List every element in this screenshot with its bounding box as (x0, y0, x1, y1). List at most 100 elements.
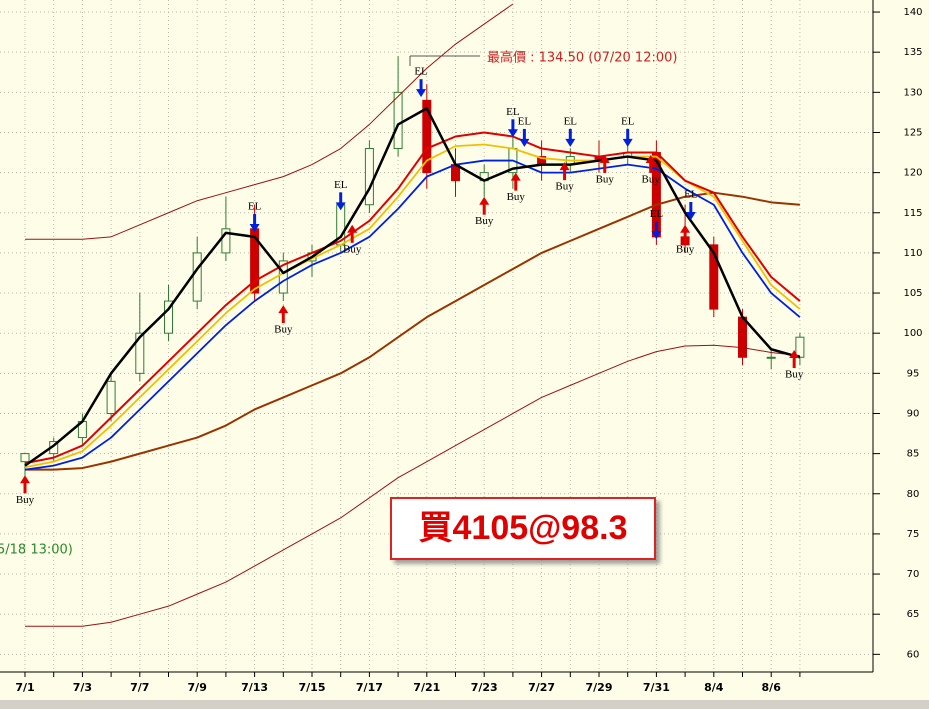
y-tick-label: 85 (907, 449, 920, 460)
indicator-line (24, 159, 801, 471)
signal-arrow (622, 128, 633, 147)
arrow-head (416, 89, 427, 98)
signal-arrow (335, 192, 346, 211)
y-tick-label: 110 (903, 248, 922, 259)
y-tick-label: 75 (907, 529, 920, 540)
candle-body (135, 332, 145, 374)
candle-body (221, 228, 231, 254)
arrow-head (510, 172, 521, 181)
x-tick-label: 7/3 (73, 681, 92, 694)
signal-arrow (347, 224, 358, 243)
y-tick-label: 125 (903, 127, 922, 138)
signal-arrow (565, 128, 576, 147)
candle-body (795, 336, 805, 358)
signal-arrow (789, 350, 800, 369)
signal-arrow (278, 305, 289, 324)
order-box (390, 497, 656, 560)
x-tick-label: 7/15 (299, 681, 326, 694)
signal-arrow (599, 154, 610, 173)
y-tick-label: 90 (907, 408, 920, 419)
y-tick-label: 100 (903, 328, 922, 339)
signal-label: EL (248, 201, 262, 213)
signal-arrow (249, 214, 260, 233)
x-tick-label: 7/17 (356, 681, 383, 694)
signal-label: Buy (596, 173, 615, 185)
x-tick-label: 7/29 (586, 681, 613, 694)
signal-label: EL (334, 179, 348, 191)
signal-label: Buy (343, 243, 362, 255)
signal-label: Buy (507, 191, 526, 203)
signal-arrow (680, 224, 691, 243)
y-tick-label: 115 (903, 208, 922, 219)
arrow-head (347, 224, 358, 233)
x-tick-label: 7/21 (413, 681, 440, 694)
low-note: 5/18 13:00) (0, 543, 73, 558)
arrow-head (249, 224, 260, 233)
signal-label: EL (414, 66, 428, 78)
candle-body (106, 380, 116, 414)
order-label: 買4105@98.3 (419, 509, 628, 547)
signal-label: EL (518, 115, 532, 127)
y-tick-label: 65 (907, 609, 920, 620)
y-tick-label: 95 (907, 368, 920, 379)
x-tick-label: 7/1 (15, 681, 34, 694)
axes: 60 65 70 75 80 85 90 95 100 105 110 115 120 125 130 135… (15, 7, 922, 694)
indicator-line (25, 3, 514, 240)
arrow-head (599, 154, 610, 163)
arrow-head (645, 154, 656, 163)
candle-body (738, 316, 747, 358)
arrow-head (685, 211, 696, 220)
signal-label: Buy (475, 215, 494, 227)
candle-body (364, 148, 374, 206)
signal-label: Buy (785, 369, 804, 381)
arrow-head (278, 305, 289, 314)
signal-arrow (479, 196, 490, 215)
x-tick-label: 7/27 (528, 681, 555, 694)
arrow-head (519, 138, 530, 147)
arrow-head (565, 138, 576, 147)
indicator-line (25, 344, 800, 627)
candle-body (766, 356, 776, 359)
candle-body (709, 244, 719, 310)
high-note: 最高價 : 134.50 (07/20 12:00) (487, 50, 677, 66)
signal-label: Buy (555, 181, 574, 193)
y-tick-label: 135 (903, 47, 922, 58)
arrow-head (20, 475, 30, 484)
signal-arrow (685, 201, 696, 220)
signal-arrow (559, 162, 570, 181)
signal-label: EL (621, 115, 635, 127)
x-tick-label: 7/9 (188, 681, 207, 694)
arrow-head (335, 202, 346, 211)
x-tick-label: 7/13 (241, 681, 268, 694)
candle-body (20, 453, 30, 463)
signal-arrow (510, 172, 521, 191)
signal-label: Buy (676, 243, 695, 255)
signal-arrow (651, 221, 662, 240)
y-tick-label: 70 (907, 569, 920, 580)
arrow-head (651, 231, 662, 240)
candle-body (278, 260, 288, 294)
x-tick-label: 8/4 (704, 681, 724, 694)
signal-label: Buy (641, 173, 660, 185)
signal-arrow (416, 79, 427, 98)
arrow-head (680, 224, 691, 233)
candle-body (164, 300, 173, 334)
candle-body (393, 91, 403, 150)
indicator-line (25, 191, 800, 471)
y-tick-label: 105 (903, 288, 922, 299)
arrow-head (789, 350, 800, 359)
arrow-head (479, 196, 490, 205)
signal-label: EL (564, 115, 578, 127)
x-tick-label: 7/7 (130, 681, 149, 694)
y-tick-label: 80 (907, 489, 920, 500)
signal-arrow (507, 119, 518, 138)
arrow-head (559, 162, 570, 171)
signal-label: EL (650, 208, 664, 220)
signal-arrow (519, 128, 530, 147)
y-tick-label: 60 (907, 649, 920, 660)
indicator-line (24, 131, 801, 465)
